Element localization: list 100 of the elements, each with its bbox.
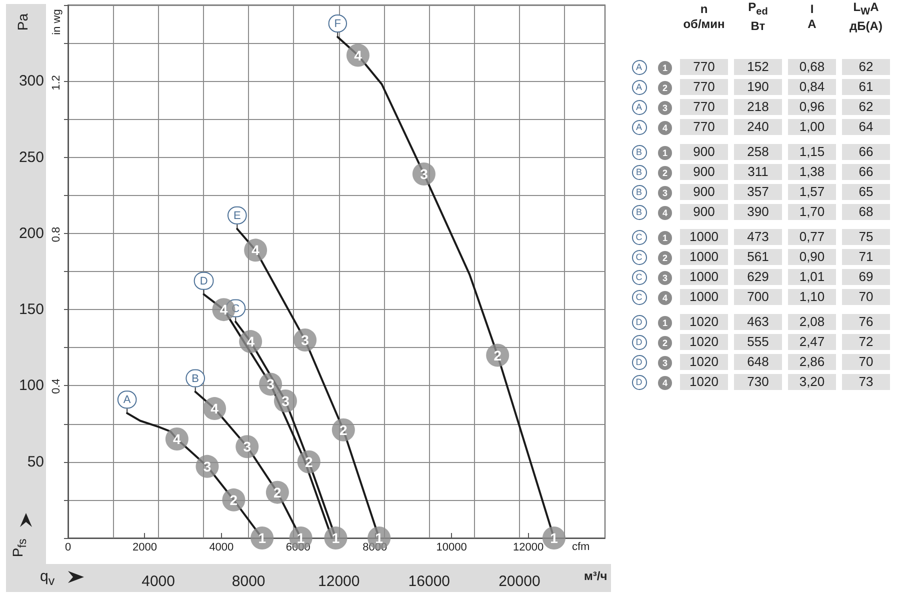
text: 1,57 xyxy=(799,184,825,200)
category-label: 4 xyxy=(662,378,668,388)
text: 72 xyxy=(858,334,874,350)
text: 1,10 xyxy=(799,289,825,304)
annotation: 3 xyxy=(282,392,290,409)
text: 1020 xyxy=(690,354,718,370)
category-label: A xyxy=(636,122,642,132)
x-tick-label: 2000 xyxy=(132,542,157,554)
text: 900 xyxy=(693,204,715,220)
text: 61 xyxy=(858,79,874,94)
x-tick-label: 4000 xyxy=(209,542,234,554)
text: 71 xyxy=(858,249,874,264)
x2-tick-label: 12000 xyxy=(318,573,360,590)
category-label: D xyxy=(636,337,642,348)
category-label: L$_{W}$A дБ(A) xyxy=(848,0,884,36)
x2-axis-title: м³/ч xyxy=(584,569,608,583)
category-label: B xyxy=(636,187,642,198)
y-tick-label: 200 xyxy=(18,224,44,242)
text: 1020 xyxy=(690,334,718,350)
text: 76 xyxy=(858,314,874,330)
x-axis-title: cfm xyxy=(572,541,590,553)
x2-tick-label: 20000 xyxy=(498,573,540,590)
category-label: 3 xyxy=(662,102,668,113)
category-label: B xyxy=(636,167,642,178)
category-label: 3 xyxy=(662,188,668,198)
category-label: C xyxy=(636,232,642,242)
series-label: B xyxy=(192,372,200,385)
text: 1000 xyxy=(690,289,718,304)
text: 700 xyxy=(747,289,769,304)
y2-tick-label: 1.2 xyxy=(50,75,62,90)
annotation: 4 xyxy=(173,431,182,448)
category-label: I A xyxy=(806,1,818,34)
y-tick-label: 300 xyxy=(18,72,44,90)
text: 152 xyxy=(747,59,769,74)
annotation: 2 xyxy=(230,492,238,508)
y2-axis-title: in wg xyxy=(50,9,63,35)
series-label: D xyxy=(200,275,208,288)
category-label: C xyxy=(636,252,642,262)
text: 900 xyxy=(693,144,715,160)
series-label: F xyxy=(334,18,342,30)
annotation: 3 xyxy=(203,458,212,474)
category-label: 4 xyxy=(662,208,668,218)
category-label: 1 xyxy=(662,318,668,328)
annotation: 1 xyxy=(550,530,558,546)
category-label: 4 xyxy=(662,122,668,133)
category-label: 2 xyxy=(662,252,668,263)
text: 66 xyxy=(858,144,874,160)
text: 1,15 xyxy=(799,144,825,160)
x-tick-label: 10000 xyxy=(436,542,467,554)
category-label: B xyxy=(636,147,642,158)
text: 900 xyxy=(693,184,715,200)
text: 390 xyxy=(747,204,769,220)
category-label: P$_{ed}$ Вт xyxy=(747,0,769,36)
category-label: A xyxy=(636,82,642,92)
text: 2,47 xyxy=(799,334,825,350)
x2-tick-label: 8000 xyxy=(232,573,266,590)
text: 218 xyxy=(747,99,769,114)
text: 0,68 xyxy=(799,59,825,74)
text: 0,77 xyxy=(799,229,825,244)
annotation: 4 xyxy=(246,334,255,350)
category-label: D xyxy=(636,317,642,328)
category-label: C xyxy=(636,292,642,302)
text: 1000 xyxy=(690,249,718,264)
annotation: 1 xyxy=(375,530,384,546)
text: q$_{v}$ xyxy=(40,568,55,588)
text: 900 xyxy=(693,164,715,180)
text: 190 xyxy=(747,79,769,94)
text: 629 xyxy=(747,269,769,284)
annotation: 1 xyxy=(332,530,340,546)
y2-tick-label: 0.4 xyxy=(50,378,62,394)
text: 648 xyxy=(747,354,769,370)
y-tick-label: 100 xyxy=(18,377,44,394)
annotation: 3 xyxy=(243,438,252,455)
text: 240 xyxy=(747,119,769,134)
x2-tick-label: 4000 xyxy=(142,573,175,590)
y-tick-label: 50 xyxy=(27,453,44,470)
text: 258 xyxy=(747,144,769,160)
annotation: 1 xyxy=(258,530,266,546)
category-label: D xyxy=(636,377,642,388)
text: 1,01 xyxy=(799,269,825,284)
category-label: 3 xyxy=(662,272,668,283)
annotation: 2 xyxy=(494,347,502,364)
category-label: 2 xyxy=(662,168,668,178)
text: 463 xyxy=(747,314,769,330)
text: 69 xyxy=(858,269,874,284)
text: 0,90 xyxy=(799,249,825,264)
text: 1,38 xyxy=(799,164,825,180)
text: 770 xyxy=(693,99,715,114)
category-label: 2 xyxy=(662,338,668,348)
category-label: 4 xyxy=(662,292,668,303)
text: 3,20 xyxy=(799,374,825,390)
category-label: D xyxy=(636,357,642,368)
annotation: 2 xyxy=(274,484,282,500)
text: 0,96 xyxy=(799,99,825,114)
text: 1,70 xyxy=(799,204,825,220)
category-label: 1 xyxy=(662,62,668,73)
text: 357 xyxy=(747,184,769,200)
text: 730 xyxy=(747,374,769,390)
series-label: A xyxy=(123,394,132,406)
text: 473 xyxy=(747,229,769,244)
